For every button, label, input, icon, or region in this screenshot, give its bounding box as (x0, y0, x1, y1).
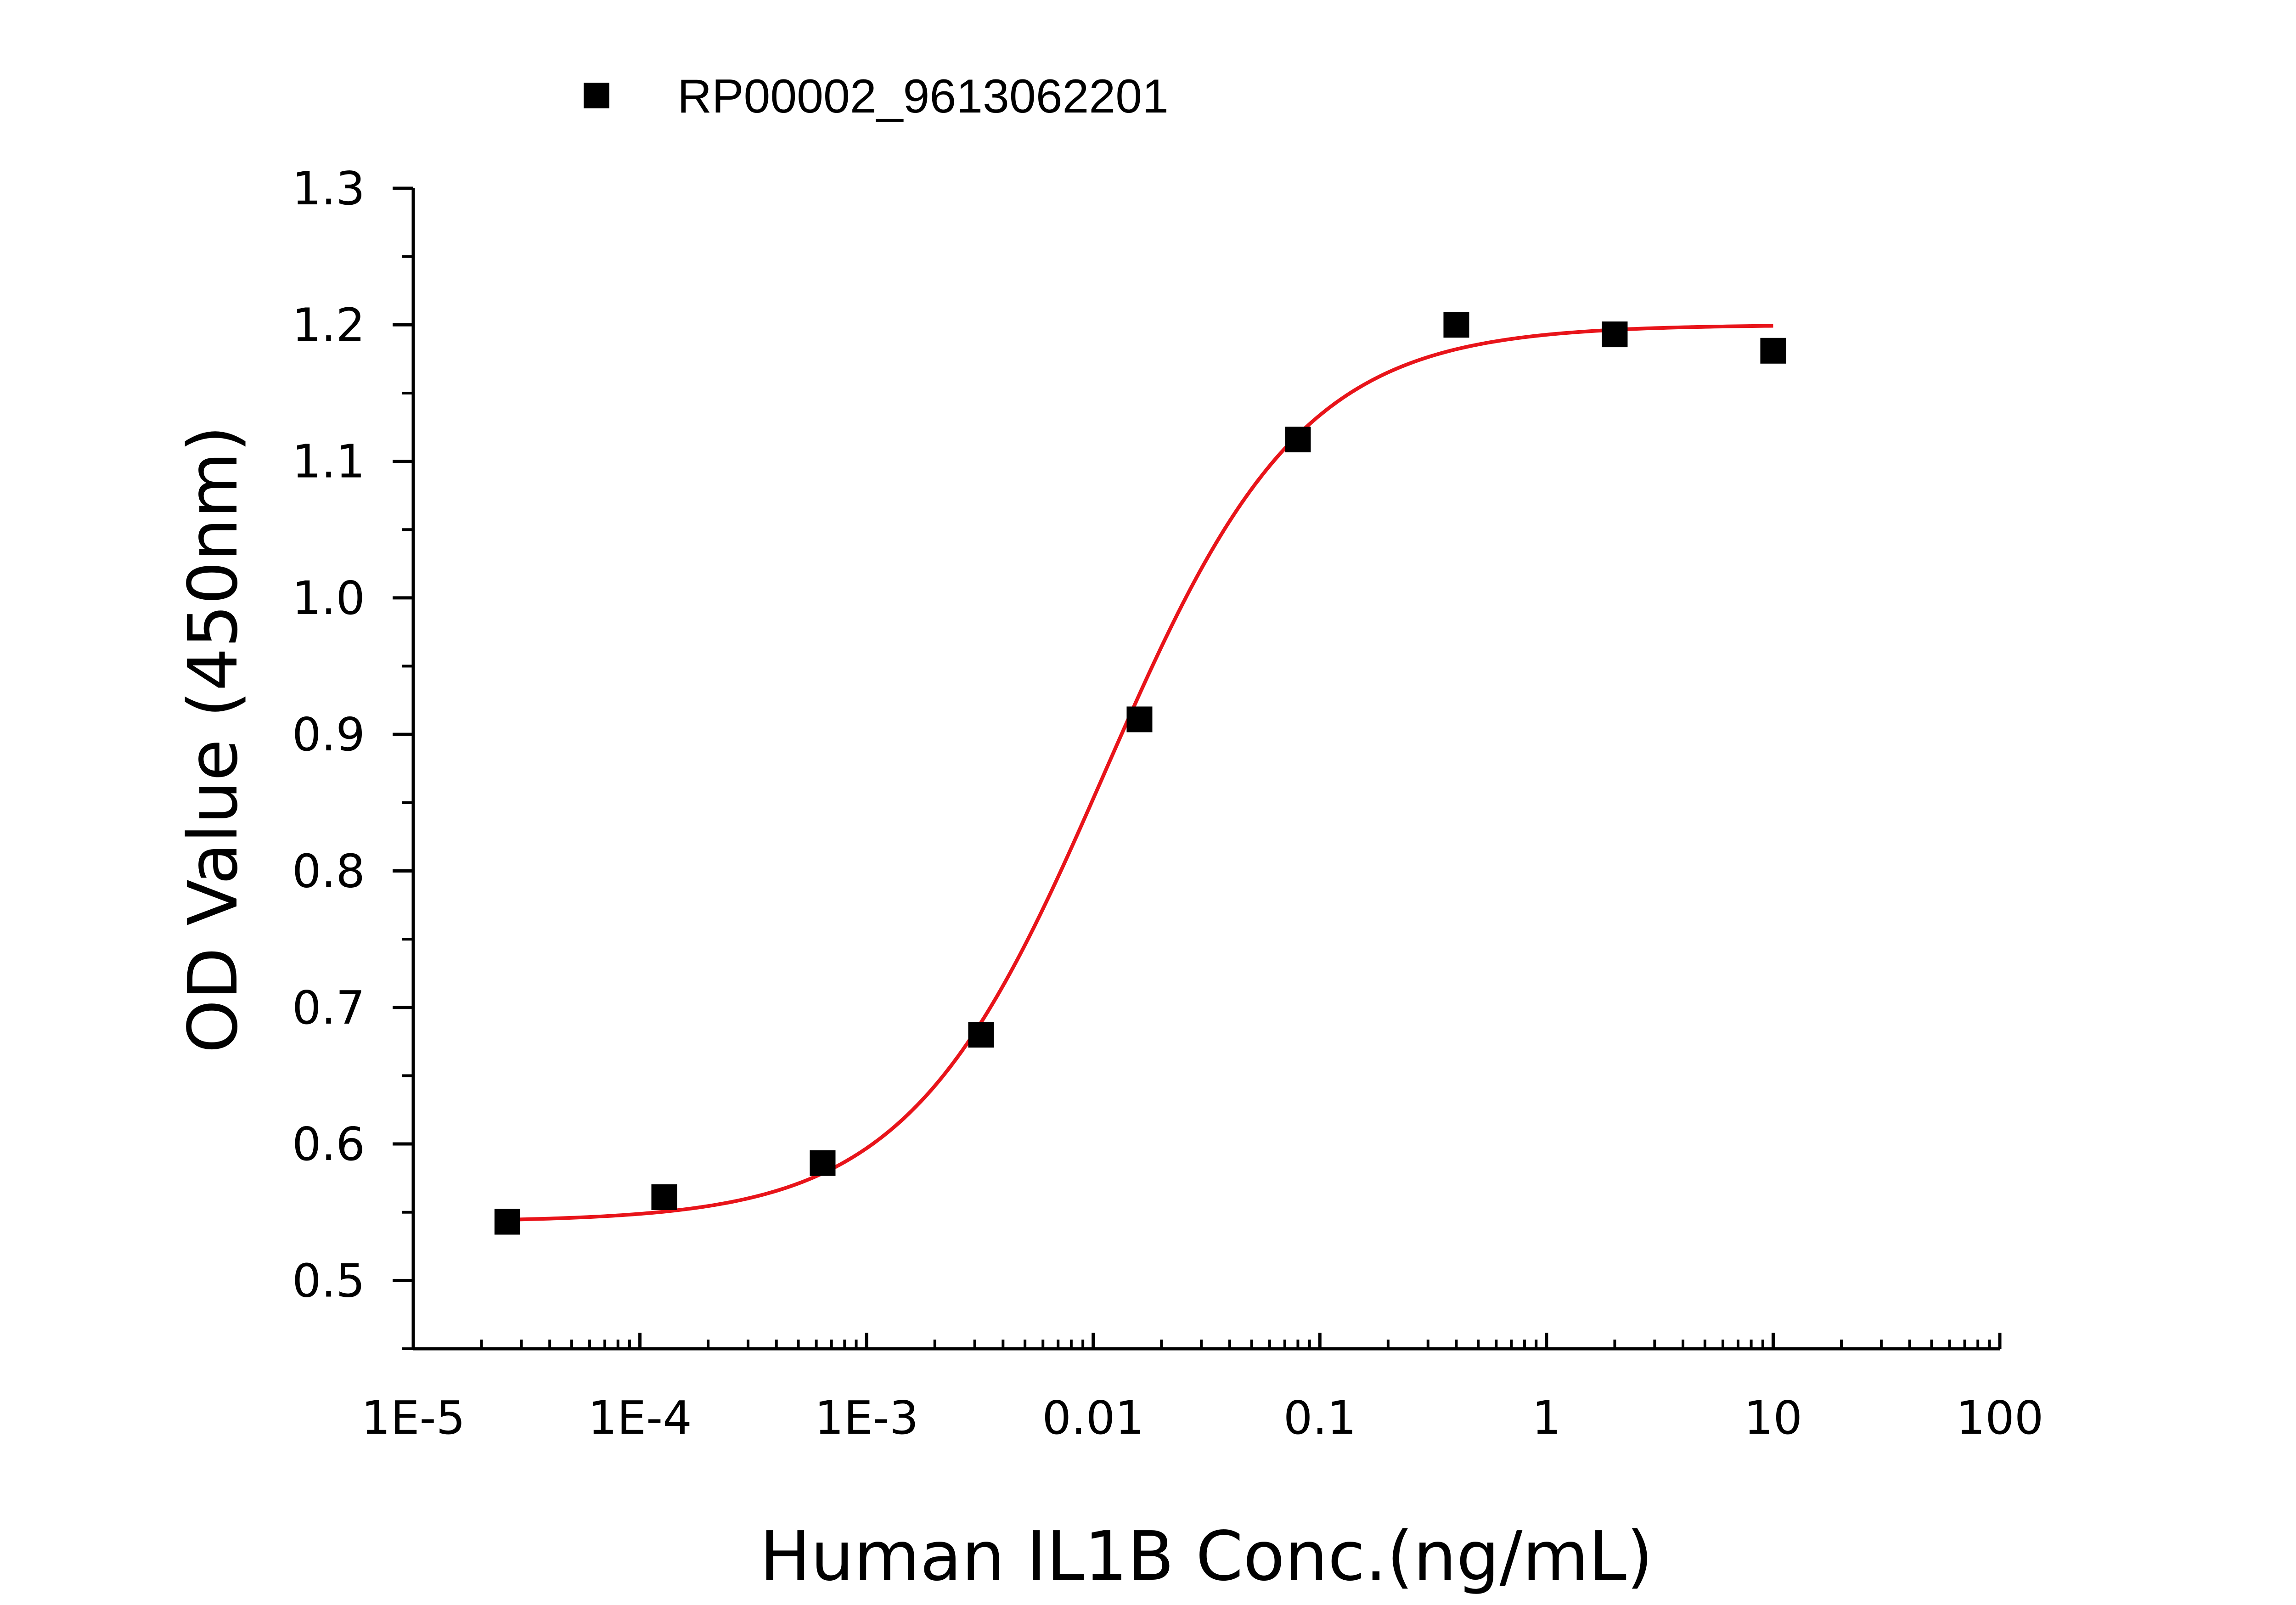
x-axis-title: Human IL1B Conc.(ng/mL) (760, 1517, 1653, 1596)
data-point (1760, 338, 1786, 364)
data-point (651, 1184, 677, 1211)
x-ticks: 1E-5 1E-4 1E-3 0.01 0.1 1 10 100 (361, 1333, 2044, 1445)
y-tick-label: 0.6 (292, 1117, 365, 1171)
y-axis-title: OD Value (450nm) (174, 426, 253, 1053)
y-tick-label: 1.1 (292, 435, 365, 489)
y-tick-label: 1.2 (292, 298, 365, 352)
x-tick-label: 1E-4 (588, 1391, 692, 1445)
points-layer (494, 312, 1786, 1235)
y-tick-label: 0.7 (292, 981, 365, 1035)
y-tick-label: 0.8 (292, 844, 365, 898)
axes (411, 188, 2000, 1351)
x-tick-label: 1 (1532, 1391, 1561, 1445)
y-tick-label: 1.3 (292, 162, 365, 215)
x-tick-label: 0.01 (1042, 1391, 1144, 1445)
data-point (810, 1150, 836, 1176)
data-point (968, 1022, 994, 1048)
legend-label: RP00002_9613062201 (677, 70, 1169, 123)
data-point (1126, 706, 1153, 732)
data-point (1443, 312, 1469, 338)
x-tick-label: 0.1 (1283, 1391, 1356, 1445)
data-point (494, 1209, 520, 1235)
y-tick-label: 1.0 (292, 571, 365, 625)
y-tick-label: 0.9 (292, 708, 365, 761)
x-tick-label: 1E-3 (815, 1391, 919, 1445)
x-tick-label: 10 (1744, 1391, 1802, 1445)
x-tick-label: 1E-5 (361, 1391, 466, 1445)
data-point (1285, 427, 1311, 453)
fit-curve (507, 324, 1773, 1222)
fit-layer (507, 324, 1773, 1222)
x-tick-label: 100 (1956, 1391, 2044, 1445)
legend-marker (584, 83, 609, 108)
data-point (1602, 321, 1628, 348)
legend: RP00002_9613062201 (584, 70, 1169, 123)
y-tick-label: 0.5 (292, 1254, 365, 1307)
y-ticks: 0.5 0.6 0.7 0.8 0.9 1.0 1.1 1.2 1.3 (292, 162, 413, 1350)
